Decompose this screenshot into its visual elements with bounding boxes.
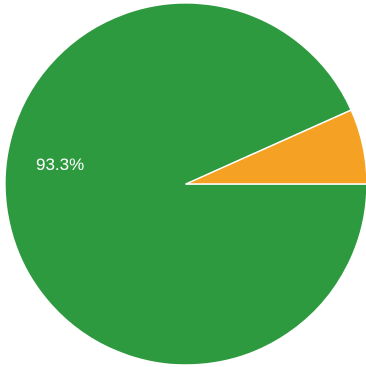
pie-slice-1	[185, 109, 366, 185]
slice-label-0: 93.3%	[36, 155, 84, 174]
pie-slices	[4, 2, 366, 366]
